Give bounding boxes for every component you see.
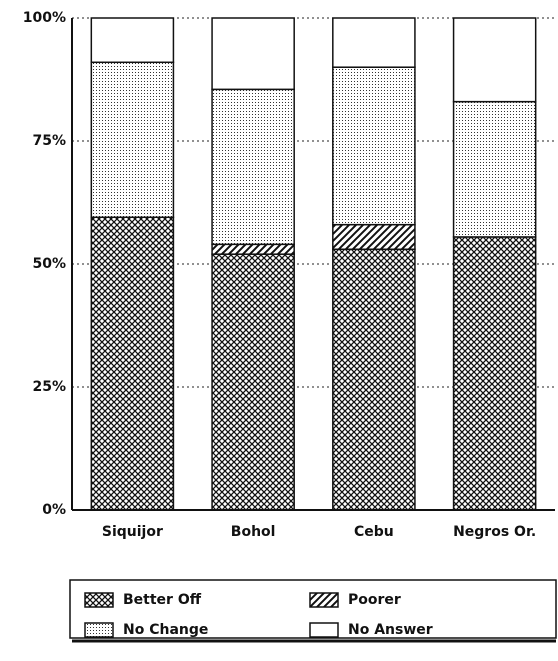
bar-segment <box>332 223 416 250</box>
legend-swatch <box>309 622 339 638</box>
legend-label: No Change <box>123 622 208 638</box>
y-tick-label: 100% <box>23 10 66 26</box>
x-tick-label: Bohol <box>231 524 276 540</box>
bar-segment <box>211 253 295 511</box>
legend-swatch <box>84 592 114 608</box>
legend-swatch <box>309 592 339 608</box>
bar-segment <box>211 243 295 255</box>
bar-segment <box>332 248 416 511</box>
y-tick-label: 75% <box>32 133 66 149</box>
bar-segment <box>452 17 537 103</box>
y-tick-label: 25% <box>32 379 66 395</box>
y-tick-label: 0% <box>42 502 66 518</box>
bar-segment <box>90 17 175 64</box>
x-tick-label: Cebu <box>354 524 394 540</box>
legend-box <box>69 579 557 639</box>
bar-segment <box>90 61 175 219</box>
legend-label: Better Off <box>123 592 202 608</box>
bar-segment <box>211 88 295 246</box>
x-tick-label: Negros Or. <box>453 524 536 540</box>
legend-label: No Answer <box>348 622 433 638</box>
bar-segment <box>452 236 537 511</box>
bar-segment <box>90 216 175 511</box>
x-tick-label: Siquijor <box>102 524 163 540</box>
bar-segment <box>332 17 416 68</box>
bar-segment <box>211 17 295 91</box>
bar-segment <box>332 66 416 226</box>
legend-label: Poorer <box>348 592 401 608</box>
bar-segment <box>452 100 537 238</box>
y-tick-label: 50% <box>32 256 66 272</box>
legend-swatch <box>84 622 114 638</box>
